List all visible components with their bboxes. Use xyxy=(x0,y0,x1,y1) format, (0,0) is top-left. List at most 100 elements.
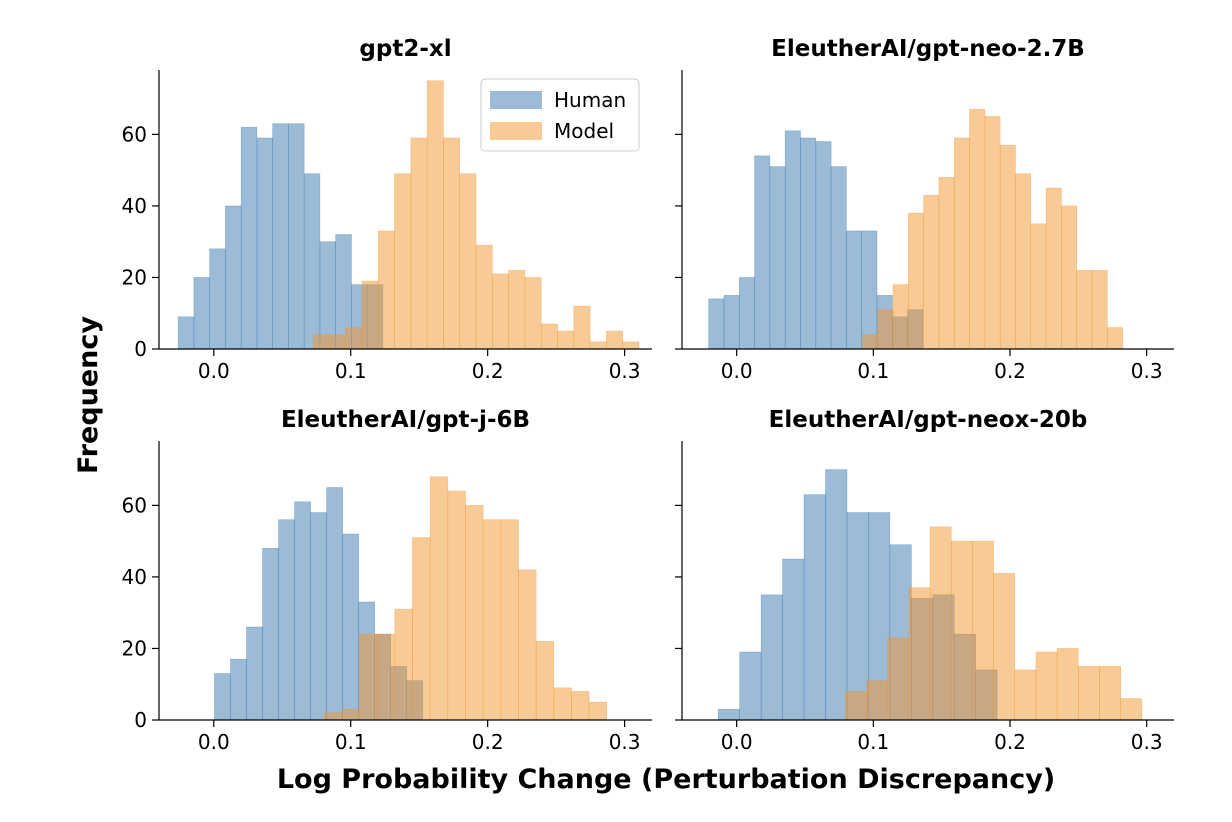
bar-human xyxy=(803,494,826,721)
bar-model xyxy=(465,505,484,721)
bar-model xyxy=(443,137,461,350)
bar-human xyxy=(739,651,762,721)
series-model xyxy=(862,109,1123,350)
bar-human xyxy=(830,166,847,350)
bar-model xyxy=(323,712,343,721)
x-tick-label: 0.1 xyxy=(857,359,889,383)
bar-model xyxy=(345,327,363,350)
bar-model xyxy=(862,334,879,350)
bar-model xyxy=(877,309,894,350)
bar-human xyxy=(246,626,263,721)
x-tick-label: 0.1 xyxy=(857,730,889,754)
bar-human xyxy=(225,205,242,350)
bar-model xyxy=(887,637,910,721)
y-tick-label: 20 xyxy=(122,265,147,289)
bar-model xyxy=(412,537,431,721)
bar-model xyxy=(1015,173,1032,350)
bar-model xyxy=(1099,666,1122,721)
bar-model xyxy=(866,680,888,721)
bar-human xyxy=(717,708,740,721)
bar-human xyxy=(800,137,817,350)
bar-model xyxy=(482,519,502,721)
bar-model xyxy=(329,334,346,350)
bar-human xyxy=(326,487,343,721)
bar-model xyxy=(1078,666,1100,721)
bar-model xyxy=(524,277,542,350)
bar-model xyxy=(359,633,378,721)
y-tick-label: 40 xyxy=(122,565,147,589)
bar-model xyxy=(557,330,575,350)
bar-human xyxy=(319,241,336,350)
bar-model xyxy=(410,137,428,350)
bar-model xyxy=(999,144,1016,350)
bar-model xyxy=(535,641,555,721)
bar-model xyxy=(1061,205,1078,350)
bar-model xyxy=(993,573,1016,721)
y-axis-label: Frequency xyxy=(73,316,104,474)
x-tick-label: 0.0 xyxy=(198,730,230,754)
bar-model xyxy=(1035,651,1058,721)
bar-model xyxy=(492,273,509,350)
bar-model xyxy=(892,284,909,350)
bar-model xyxy=(426,80,444,350)
bar-human xyxy=(782,558,805,721)
bar-model xyxy=(376,633,396,721)
bar-human xyxy=(209,248,226,350)
bar-human xyxy=(230,658,247,721)
bar-model xyxy=(953,137,970,350)
bar-human xyxy=(256,137,273,350)
bar-model xyxy=(589,341,607,350)
panel-title: EleutherAI/gpt-j-6B xyxy=(281,407,530,433)
bar-human xyxy=(294,501,311,721)
x-tick-label: 0.0 xyxy=(721,730,753,754)
bar-model xyxy=(518,569,537,721)
x-tick-label: 0.1 xyxy=(335,730,367,754)
legend-human-swatch xyxy=(490,91,542,109)
y-tick-label: 0 xyxy=(134,337,147,361)
y-tick-label: 40 xyxy=(122,194,147,218)
bar-model xyxy=(459,173,477,350)
series-model xyxy=(323,476,608,721)
panel-2: EleutherAI/gpt-neo-2.7B 0.0 0.1 0.2 0.3 xyxy=(675,36,1174,383)
bar-human xyxy=(846,230,863,350)
bar-human xyxy=(738,277,755,350)
panel-title: EleutherAI/gpt-neox-20b xyxy=(769,407,1088,433)
bar-human xyxy=(723,295,740,350)
bar-model xyxy=(938,177,955,350)
bar-human xyxy=(288,123,305,350)
panel-1: gpt2-xl 0.0 0.1 0.2 0.3 0 20 40 60 Human Model xyxy=(122,36,652,383)
bar-model xyxy=(908,212,924,350)
panel-3: EleutherAI/gpt-j-6B 0.0 0.1 0.2 0.3 0 20 40 60 xyxy=(122,407,652,754)
y-tick-label: 20 xyxy=(122,636,147,660)
bar-human xyxy=(861,230,878,350)
bar-human xyxy=(815,141,832,350)
bar-model xyxy=(588,701,608,721)
bar-model xyxy=(500,519,519,721)
x-tick-label: 0.3 xyxy=(609,730,641,754)
bar-model xyxy=(1076,270,1093,350)
bar-model xyxy=(1120,698,1143,721)
bar-human xyxy=(342,533,359,721)
x-tick-label: 0.3 xyxy=(1131,359,1163,383)
bar-model xyxy=(972,540,994,721)
x-tick-label: 0.2 xyxy=(994,359,1026,383)
bar-human xyxy=(784,130,801,350)
bar-model xyxy=(908,587,931,721)
bar-model xyxy=(361,280,379,350)
bar-human xyxy=(708,298,725,350)
panels: gpt2-xl 0.0 0.1 0.2 0.3 0 20 40 60 Human Model Eleu… xyxy=(122,36,1174,754)
bar-human xyxy=(769,166,786,350)
bar-model xyxy=(845,691,867,721)
bar-human xyxy=(846,512,869,721)
bar-human xyxy=(177,316,195,350)
bar-human xyxy=(214,673,231,721)
panel-title: gpt2-xl xyxy=(359,36,451,62)
bar-model xyxy=(429,476,449,721)
bar-model xyxy=(447,490,466,721)
bar-model xyxy=(377,230,395,350)
bar-model xyxy=(571,691,590,721)
bar-model xyxy=(1014,669,1037,721)
bar-model xyxy=(950,540,973,721)
legend-model-label: Model xyxy=(554,119,614,143)
bar-model xyxy=(394,173,412,350)
